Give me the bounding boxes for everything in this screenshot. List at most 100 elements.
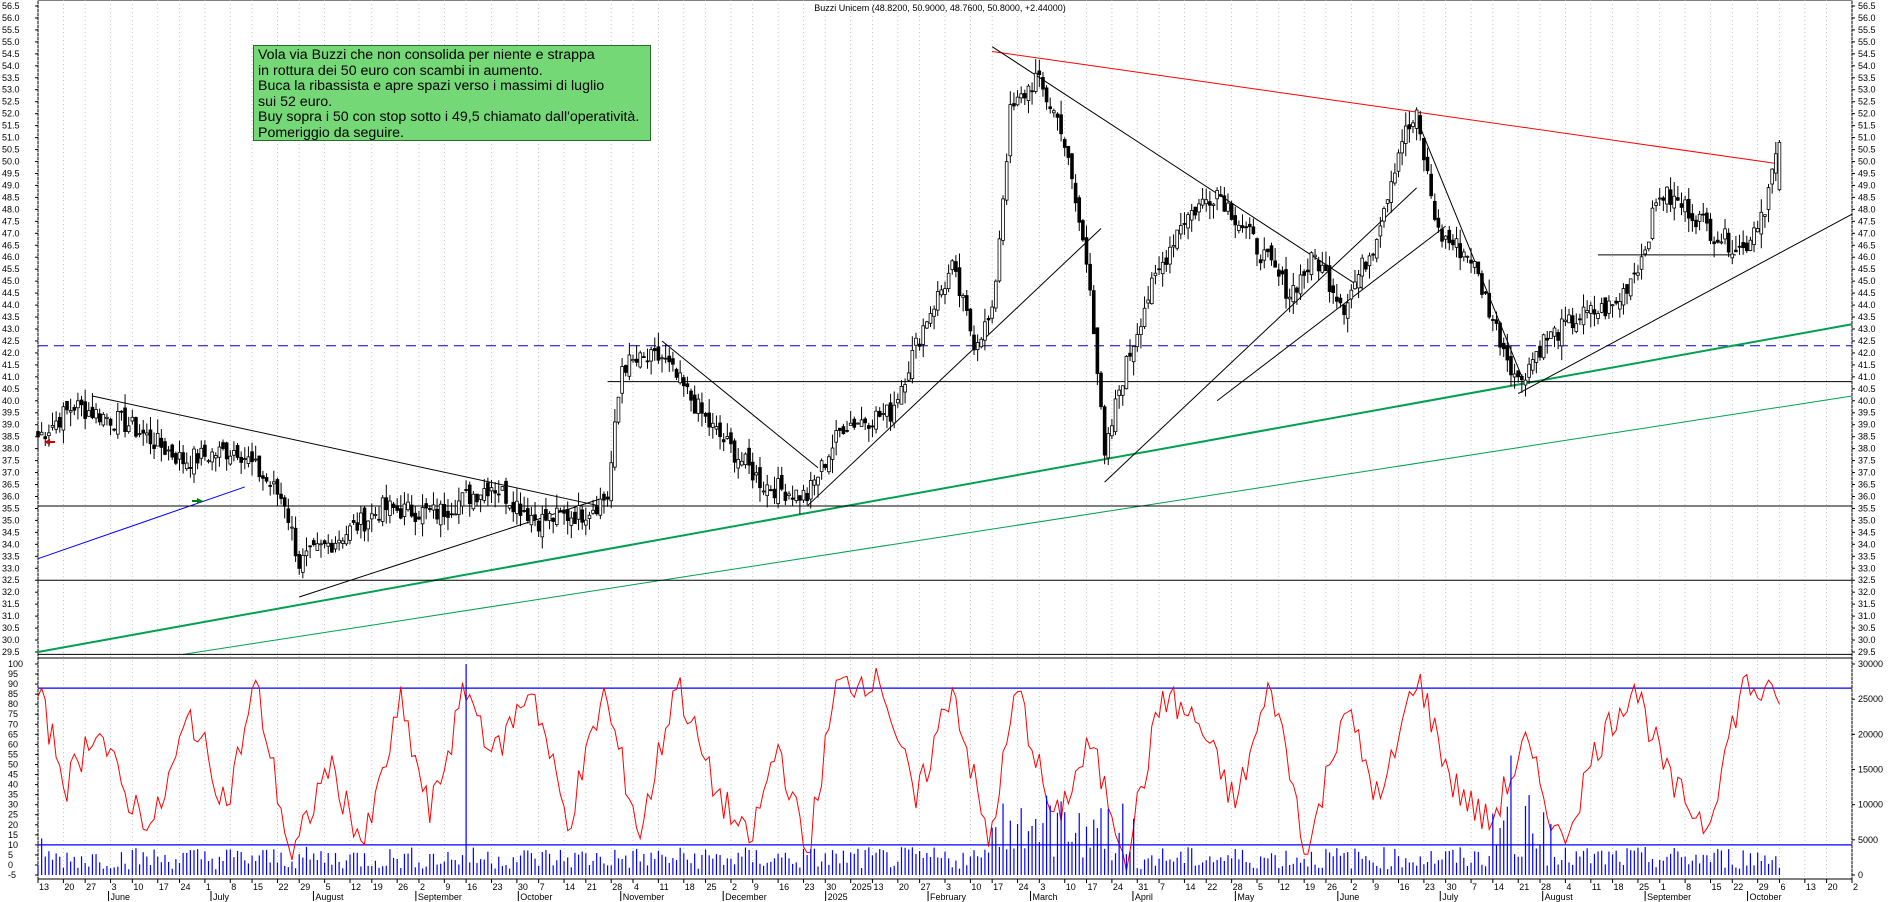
osc-tick-label: 0 (8, 860, 13, 870)
candle-body (1157, 268, 1161, 271)
x-tick-label: 7 (1160, 882, 1165, 892)
candle-body (279, 493, 283, 499)
y-tick-label: 35.0 (2, 515, 20, 525)
candle-body (1509, 356, 1513, 376)
x-tick-label: 7 (1472, 882, 1477, 892)
candle-body (348, 525, 352, 541)
y-tick-label: 29.5 (1858, 647, 1876, 657)
candle-body (558, 510, 563, 513)
x-tick-label: 2025 (852, 882, 872, 892)
candle-body (696, 398, 701, 414)
candle-body (1175, 229, 1179, 249)
candle-body (671, 358, 675, 365)
candle-body (355, 522, 360, 531)
candle-body (819, 460, 824, 472)
candle-body (500, 486, 505, 491)
candle-body (1483, 291, 1488, 294)
y-tick-label: 53.0 (1858, 85, 1876, 95)
y-tick-label: 56.5 (1858, 1, 1876, 11)
y-tick-label: 41.5 (1858, 360, 1876, 370)
y-tick-label: 48.5 (2, 192, 20, 202)
candle-body (1570, 315, 1575, 329)
x-tick-label: 14 (565, 882, 575, 892)
y-tick-label: 34.0 (2, 539, 20, 549)
candle-body (493, 490, 497, 494)
candle-body (460, 492, 465, 507)
candle-body (57, 417, 62, 428)
x-tick-label: 14 (1185, 882, 1195, 892)
ascending-5 (1216, 225, 1446, 402)
candle-body (964, 295, 969, 311)
candle-body (990, 306, 994, 319)
candle-body (1599, 303, 1604, 313)
candle-body (758, 467, 762, 489)
candle-body (1607, 300, 1611, 314)
y-tick-label: 46.5 (1858, 240, 1876, 250)
y-tick-label: 34.0 (1858, 539, 1876, 549)
candle-body (1371, 253, 1375, 256)
x-tick-label: 13 (1806, 882, 1816, 892)
candle-body (961, 295, 965, 298)
candle-body (65, 400, 69, 411)
y-tick-label: 36.0 (1858, 491, 1876, 501)
x-tick-label: 21 (587, 882, 597, 892)
candle-body (1469, 259, 1473, 264)
y-tick-label: 37.5 (1858, 456, 1876, 466)
y-tick-label: 41.0 (2, 372, 20, 382)
candle-body (867, 425, 871, 429)
candle-body (1345, 302, 1350, 319)
candle-body (221, 442, 225, 449)
candle-body (246, 456, 251, 464)
y-tick-label: 33.0 (1858, 563, 1876, 573)
candle-body (174, 453, 178, 464)
y-tick-label: 39.0 (2, 420, 20, 430)
osc-tick-label: 40 (8, 780, 18, 790)
candle-body (1233, 215, 1238, 226)
candle-body (1425, 156, 1430, 172)
candle-body (1186, 214, 1190, 229)
candle-body (950, 260, 955, 271)
y-tick-label: 41.5 (2, 360, 20, 370)
candle-body (97, 413, 102, 423)
x-tick-label: 13 (873, 882, 883, 892)
osc-tick-label: 65 (8, 729, 18, 739)
candle-body (1588, 305, 1593, 314)
candle-body (1298, 274, 1303, 295)
candle-body (769, 489, 773, 491)
y-tick-label: 33.0 (2, 563, 20, 573)
x-tick-label: 16 (779, 882, 789, 892)
y-tick-label: 40.0 (1858, 396, 1876, 406)
candle-body (1534, 351, 1539, 363)
x-tick-label: 10 (1066, 882, 1076, 892)
candle-body (340, 540, 345, 544)
candle-body (1614, 300, 1618, 304)
candle-body (906, 372, 911, 381)
candle-body (1541, 334, 1546, 359)
candle-body (1759, 211, 1764, 235)
candle-body (1744, 242, 1749, 252)
x-tick-label: 26 (398, 882, 408, 892)
candle-body (747, 447, 751, 466)
candle-body (921, 325, 926, 345)
candle-body (475, 493, 479, 503)
x-tick-label: 3 (946, 882, 951, 892)
x-tick-label: 29 (1759, 882, 1769, 892)
candle-body (515, 500, 519, 515)
y-tick-label: 52.5 (2, 97, 20, 107)
x-tick-label: 11 (1592, 882, 1601, 892)
candle-body (547, 513, 552, 522)
candle-body (1650, 207, 1655, 240)
candle-body (1273, 260, 1277, 268)
red-arrow-marker (44, 439, 55, 445)
candle-body (874, 410, 878, 430)
candle-body (1189, 210, 1194, 221)
candle-body (119, 410, 124, 413)
candle-body (275, 479, 280, 495)
candle-body (112, 428, 116, 431)
candle-body (1222, 195, 1227, 212)
x-tick-label: 9 (445, 882, 450, 892)
y-tick-label: 48.0 (2, 204, 20, 214)
candle-body (685, 383, 690, 388)
candle-body (1730, 253, 1735, 259)
candle-body (1603, 297, 1608, 317)
